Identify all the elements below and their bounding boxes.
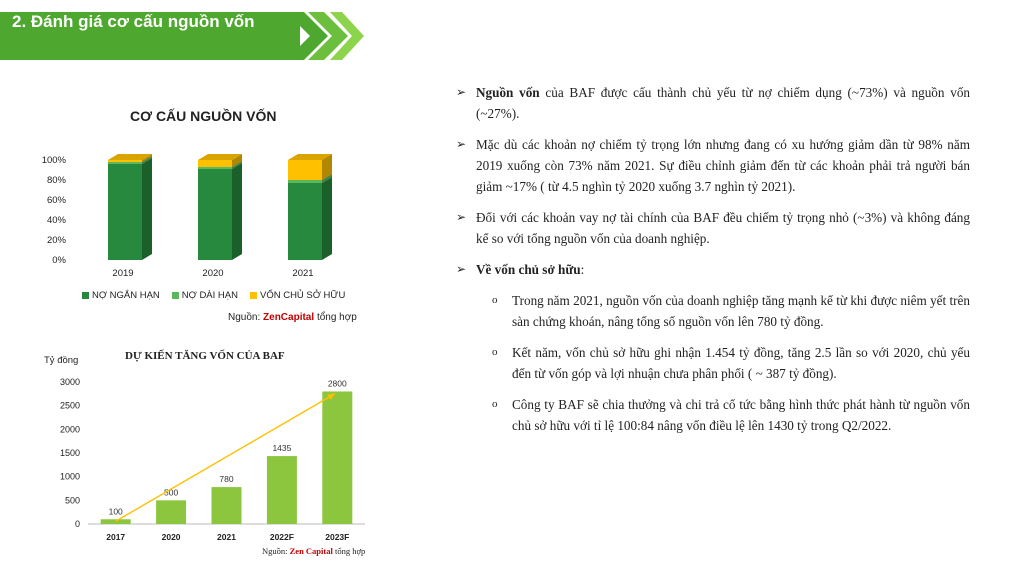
chart1-source: Nguồn: ZenCapital tổng hợp: [228, 312, 357, 323]
bar: [156, 500, 187, 524]
bar-side: [322, 174, 332, 183]
bar-side: [232, 154, 242, 167]
bar-segment: [108, 160, 142, 162]
bar-segment: [288, 180, 322, 183]
trend-line: [115, 392, 336, 522]
x-tick-label: 2020: [202, 268, 223, 279]
bar-segment: [198, 167, 232, 169]
bar-side: [322, 154, 332, 180]
chart2-title: DỰ KIẾN TĂNG VỐN CỦA BAF: [125, 350, 285, 362]
data-label: 1435: [272, 443, 291, 453]
x-tick-label: 2021: [217, 532, 236, 542]
chart1-legend: NỢ NGẮN HẠN NỢ DÀI HẠN VỐN CHỦ SỞ HỮU: [82, 290, 345, 301]
data-label: 780: [219, 474, 233, 484]
chevron-arrows-icon: [286, 12, 364, 60]
y-tick-label: 0%: [52, 255, 66, 266]
sub-bullet-2: o Kết năm, vốn chủ sở hữu ghi nhận 1.454…: [492, 345, 970, 381]
bar: [211, 487, 242, 524]
x-tick-label: 2019: [112, 268, 133, 279]
y-tick-label: 60%: [47, 195, 67, 206]
bar: [266, 456, 297, 524]
bar-top: [288, 154, 332, 160]
bullet-4: ➢ Về vốn chủ sở hữu:: [456, 262, 585, 277]
y-tick-label: 1500: [60, 448, 80, 458]
bar-top: [108, 154, 152, 160]
bullet-3: ➢ Đối với các khoản vay nợ tài chính của …: [456, 210, 970, 246]
bar-segment: [288, 183, 322, 260]
y-tick-label: 2000: [60, 424, 80, 434]
y-tick-label: 2500: [60, 401, 80, 411]
bar-top: [198, 154, 242, 160]
legend-item-long-debt: NỢ DÀI HẠN: [171, 290, 238, 301]
bar-side: [142, 156, 152, 164]
y-tick-label: 80%: [47, 175, 67, 186]
trend-arrowhead: [327, 393, 336, 400]
capital-forecast-chart: 0 500 1000 1500 2000 2500 3000 100 2017 500 2020 78…: [60, 377, 365, 542]
bar-side: [322, 177, 332, 260]
data-label: 100: [109, 506, 123, 516]
y-tick-label: 20%: [47, 235, 67, 246]
sub-bullet-1: o Trong năm 2021, nguồn vốn của doanh ngh…: [492, 293, 970, 329]
y-tick-label: 0: [75, 519, 80, 529]
bar: [100, 519, 131, 524]
analysis-text: ➢ Nguồn vốn của BAF được cấu thành chủ yế…: [456, 82, 970, 446]
chart2-source: Nguồn: Zen Capital tổng hợp: [262, 546, 366, 556]
y-tick-label: 100%: [42, 155, 67, 166]
x-tick-label: 2022F: [270, 532, 294, 542]
data-label: 2800: [328, 378, 347, 388]
bullet-1: ➢ Nguồn vốn của BAF được cấu thành chủ yế…: [456, 85, 971, 121]
sub-bullet-3: o Công ty BAF sẽ chia thưởng và chi trả c…: [492, 397, 970, 433]
legend-item-short-debt: NỢ NGẮN HẠN: [82, 290, 160, 301]
y-tick-label: 3000: [60, 377, 80, 387]
capital-structure-chart: 0% 20% 40% 60% 80% 100% 2019 2020 2021: [42, 154, 332, 279]
bar-segment: [288, 160, 322, 180]
x-tick-label: 2017: [106, 532, 125, 542]
bar-side: [142, 158, 152, 260]
y-tick-label: 40%: [47, 215, 67, 226]
section-banner: [0, 12, 300, 60]
y-tick-label: 500: [65, 495, 80, 505]
chart1-title: CƠ CẤU NGUỒN VỐN: [130, 108, 277, 124]
chart2-unit: Tỷ đồng: [44, 355, 79, 366]
x-tick-label: 2023F: [325, 532, 349, 542]
bar-segment: [108, 162, 142, 164]
x-tick-label: 2020: [162, 532, 181, 542]
bullet-2: ➢ Mặc dù các khoản nợ chiếm tỷ trọng lớn …: [456, 137, 970, 194]
bar-segment: [108, 164, 142, 260]
legend-item-equity: VỐN CHỦ SỞ HỮU: [249, 290, 345, 301]
data-label: 500: [164, 487, 178, 497]
bar-side: [232, 163, 242, 260]
section-title: 2. Đánh giá cơ cấu nguồn vốn: [12, 12, 255, 31]
x-tick-label: 2021: [292, 268, 313, 279]
bar-segment: [198, 160, 232, 167]
bar-side: [142, 154, 152, 162]
y-tick-label: 1000: [60, 472, 80, 482]
bar-segment: [198, 169, 232, 260]
bar-side: [232, 161, 242, 169]
bar: [322, 391, 353, 524]
